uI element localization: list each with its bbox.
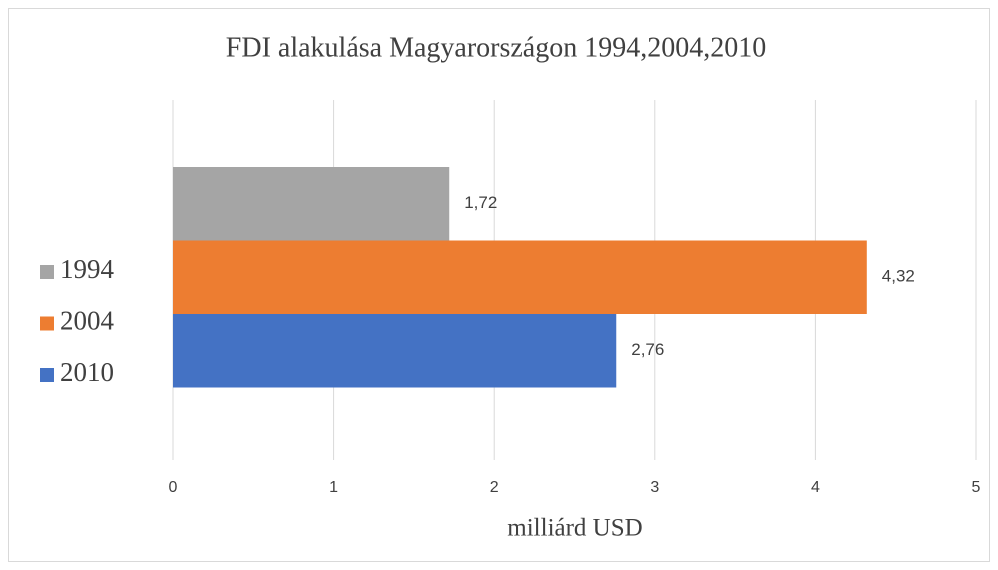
x-tick-label: 0 [169,479,178,496]
bar [173,167,450,241]
legend-swatch [40,316,54,331]
legend-swatch [40,265,54,279]
x-axis-label: milliárd USD [507,515,642,542]
x-tick-label: 4 [811,479,820,496]
x-tick-label: 3 [650,479,659,496]
legend-label: 2004 [60,306,115,336]
legend-label: 2010 [60,357,114,387]
x-tick-label: 5 [972,479,981,496]
legend-label: 1994 [60,254,115,284]
x-tick-label: 1 [329,479,338,496]
chart-title: FDI alakulása Magyarországon 1994,2004,2… [226,32,766,63]
x-tick-label: 2 [490,479,499,496]
legend-swatch [40,368,54,382]
bar [173,314,617,388]
data-label: 1,72 [464,193,497,212]
data-label: 4,32 [882,267,915,286]
data-label: 2,76 [631,340,664,359]
bar [173,240,867,314]
